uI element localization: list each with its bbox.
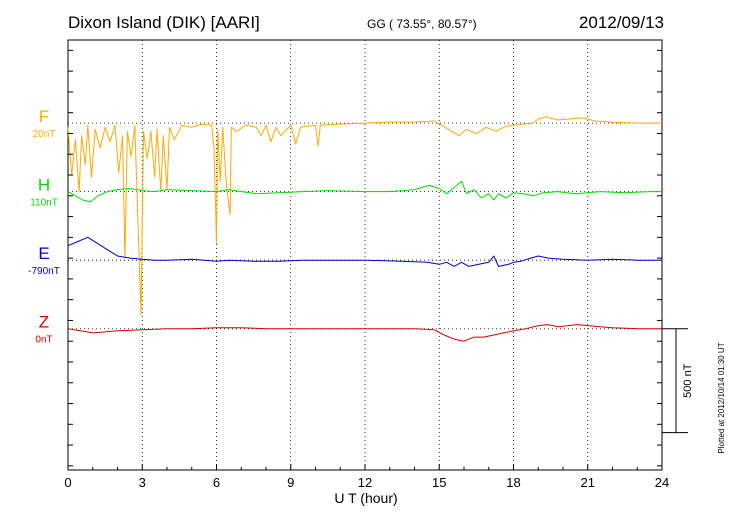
scale-bar: 500 nT [662, 328, 694, 434]
series-line-E [67, 236, 662, 267]
x-tick-label-0: 0 [64, 475, 71, 490]
series-line-Z [67, 324, 662, 342]
baselines [68, 122, 662, 330]
series-name-E: E [38, 244, 49, 263]
x-tick-label-15: 15 [432, 475, 446, 490]
series-name-H: H [38, 176, 50, 195]
geo-coords: GG ( 73.55°, 80.57°) [367, 17, 477, 31]
grid-lines [141, 40, 589, 470]
series-line-F [67, 116, 662, 315]
series-lines [67, 116, 662, 342]
plot-date: 2012/09/13 [579, 13, 664, 32]
x-tick-label-18: 18 [506, 475, 520, 490]
series-baseline-label-Z: 0nT [35, 335, 52, 346]
series-baseline-label-F: 20nT [33, 129, 56, 140]
series-baseline-label-E: -790nT [28, 266, 60, 277]
x-tick-label-21: 21 [581, 475, 595, 490]
x-axis-label: U T (hour) [334, 490, 397, 506]
series-labels: F 20nT H 110nT E -790nT Z 0nT [28, 107, 60, 346]
series-name-Z: Z [39, 313, 49, 332]
x-tick-label-6: 6 [213, 475, 220, 490]
x-tick-label-9: 9 [287, 475, 294, 490]
station-title: Dixon Island (DIK) [AARI] [68, 13, 260, 32]
plotted-note: Plotted at 2012/10/14 01:30 UT [717, 342, 726, 453]
series-line-H [67, 180, 662, 203]
series-name-F: F [39, 107, 49, 126]
x-axis-ticks: 0 3 6 9 12 15 18 21 24 [64, 49, 669, 490]
scale-bar-label: 500 nT [682, 363, 694, 398]
x-tick-label-3: 3 [139, 475, 146, 490]
x-tick-label-12: 12 [358, 475, 372, 490]
series-baseline-label-H: 110nT [30, 198, 58, 209]
x-tick-label-24: 24 [655, 475, 669, 490]
